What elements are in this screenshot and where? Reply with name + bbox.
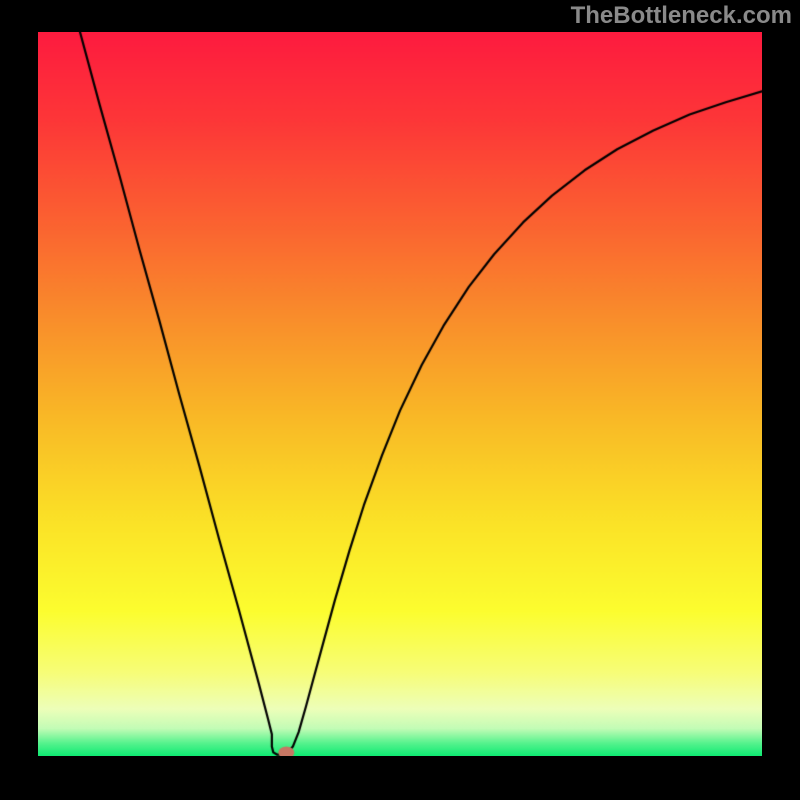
plot-area [38, 32, 762, 756]
watermark-text: TheBottleneck.com [571, 2, 792, 30]
chart-container: TheBottleneck.com [0, 0, 800, 800]
chart-canvas [38, 32, 762, 756]
